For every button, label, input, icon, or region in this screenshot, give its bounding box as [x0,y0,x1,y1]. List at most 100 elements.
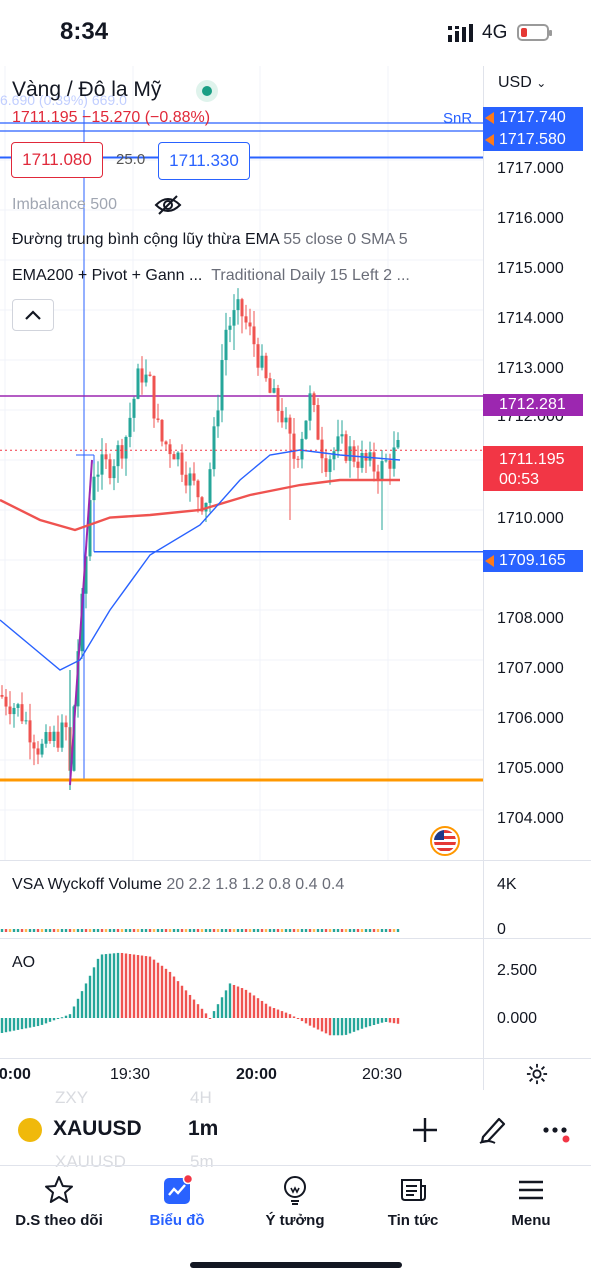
candle-body [224,329,228,361]
volume-bar [300,929,304,932]
us-flag-icon[interactable] [430,826,460,856]
volume-bar [264,929,268,932]
news-icon [401,1179,426,1201]
volume-bar [380,929,384,932]
volume-bar [276,929,280,932]
ao-bar [320,1018,324,1032]
ao-bar [100,954,104,1018]
price-change-line: 1711.195 −15.270 (−0.88%) [12,109,211,126]
current-price: 1711.195 [499,451,565,468]
ao-bar [364,1018,368,1028]
tab-news[interactable]: Tin tức [354,1174,472,1234]
candle-body [280,410,284,423]
pen-icon[interactable] [477,1113,509,1145]
ao-bar [240,988,244,1018]
ao-bar [288,1014,292,1018]
gold-coin-icon [18,1118,42,1142]
time-label-0: 00:00 [0,1066,31,1083]
ao-bar [304,1018,308,1024]
ao-bar [120,952,124,1018]
volume-bar [212,929,216,932]
volume-bar [224,929,228,932]
ghost-symbol-bottom: XAUUSD [55,1152,126,1171]
vsa-indicator-label[interactable]: VSA Wyckoff Volume 20 2.2 1.8 1.2 0.8 0.… [12,876,344,894]
buy-button[interactable]: 1711.330 [158,142,250,180]
candle-body [116,445,120,467]
volume-bar [200,929,204,932]
tab-watchlist[interactable]: D.S theo dõi [0,1174,118,1234]
volume-bar [204,929,208,932]
candle-body [256,344,260,368]
candle-body [168,444,172,455]
ghost-interval-bottom: 5m [190,1152,214,1171]
volume-bar [252,929,256,932]
price-tick: 1708.000 [497,610,564,627]
ema200-indicator-label[interactable]: EMA200 + Pivot + Gann ... Traditional Da… [12,267,410,285]
ao-bar [296,1018,300,1019]
volume-bar [164,929,168,932]
volume-bar [112,929,116,932]
time-label-3: 20:30 [362,1066,403,1083]
volume-bar [100,929,104,932]
ao-bar [164,968,168,1018]
candle-body [20,704,24,722]
volume-bar [128,929,132,932]
tab-ideas[interactable]: Ý tưởng [236,1174,354,1234]
ema55-indicator-label[interactable]: Đường trung bình cộng lũy thừa EMA 55 cl… [12,231,408,249]
interval-selector[interactable]: 1m [188,1117,219,1140]
ao-bar [36,1018,40,1027]
volume-bar [148,929,152,932]
volume-bar [372,929,376,932]
candle-body [124,436,128,459]
candle-body [16,704,20,708]
ao-bar [344,1018,348,1035]
volume-bar [44,929,48,932]
candle-body [196,480,200,498]
volume-bar [104,929,108,932]
ao-bar [192,999,196,1018]
ao-bar [276,1009,280,1018]
price-tick: 1716.000 [497,210,564,227]
candle-body [292,433,296,459]
candle-body [308,393,312,421]
ao-bar [168,971,172,1018]
volume-bar [328,929,332,932]
collapse-legend-button[interactable] [12,299,54,331]
price-chart[interactable] [0,66,483,860]
ao-indicator-label[interactable]: AO [12,954,36,971]
plus-icon[interactable] [411,1116,439,1144]
eye-hidden-icon[interactable] [154,193,182,217]
volume-bar [80,929,84,932]
price-tick: 1715.000 [497,260,564,277]
candle-body [128,417,132,437]
volume-bar [40,929,44,932]
volume-bar [28,929,32,932]
ema200-line [0,478,400,532]
ao-bar [16,1018,20,1030]
volume-bar [340,929,344,932]
volume-bar [232,929,236,932]
sell-button[interactable]: 1711.080 [11,142,103,178]
volume-bar [144,929,148,932]
currency-selector[interactable]: USD ⌄ [498,74,546,92]
gear-icon[interactable] [526,1063,548,1085]
symbol-title[interactable]: Vàng / Đô la Mỹ [12,78,162,101]
volume-bar [188,929,192,932]
symbol-selector[interactable]: XAUUSD [53,1117,142,1140]
imbalance-indicator-label[interactable]: Imbalance 500 [12,196,117,213]
ao-bar [384,1018,388,1022]
ema55-line [0,449,401,671]
more-icon[interactable] [543,1124,573,1144]
tab-menu[interactable]: Menu [472,1174,590,1234]
ao-bar [52,1018,56,1021]
volume-bar [308,929,312,932]
tab-ideas-label: Ý tưởng [265,1212,325,1229]
ao-bar [248,992,252,1018]
ao-bar [300,1018,304,1022]
volume-bar [0,929,4,932]
ao-bar [316,1018,320,1030]
tabbar-divider [0,1165,591,1166]
ao-bar [136,955,140,1018]
ao-bar [372,1018,376,1026]
tab-chart[interactable]: Biểu đồ [118,1174,236,1234]
